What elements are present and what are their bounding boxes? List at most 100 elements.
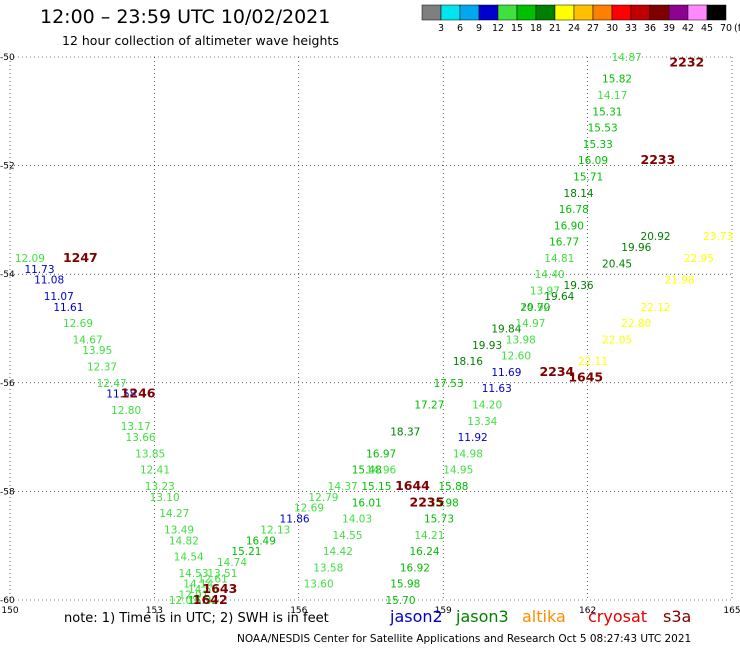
footer-credit: NOAA/NESDIS Center for Satellite Applica… bbox=[237, 633, 692, 645]
wave-height-value: 15.15 bbox=[361, 481, 391, 493]
colorbar-label: 42 bbox=[682, 23, 694, 34]
wave-height-value: 11.92 bbox=[458, 432, 488, 444]
wave-height-value: 15.33 bbox=[583, 139, 613, 151]
wave-height-value: 22.12 bbox=[641, 302, 671, 314]
colorbar-label: 39 bbox=[663, 23, 675, 34]
wave-height-value: 14.95 bbox=[443, 465, 473, 477]
colorbar-label: 6 bbox=[457, 23, 463, 34]
wave-height-value: 13.97 bbox=[530, 285, 560, 297]
wave-height-value: 11.63 bbox=[482, 383, 512, 395]
wave-height-value: 14.17 bbox=[597, 90, 627, 102]
colorbar-swatch bbox=[668, 4, 689, 21]
colorbar-label: 18 bbox=[530, 23, 542, 34]
wave-height-value: 21.98 bbox=[665, 275, 695, 287]
colorbar-label: 30 bbox=[606, 23, 618, 34]
footer-note: note: 1) Time is in UTC; 2) SWH is in fe… bbox=[64, 611, 329, 626]
wave-height-value: 20.45 bbox=[602, 258, 632, 270]
wave-height-value: 11.07 bbox=[44, 291, 74, 303]
colorbar-unit: (ft) bbox=[734, 23, 740, 34]
wave-height-value: 14.40 bbox=[535, 269, 565, 281]
wave-height-value: 18.16 bbox=[453, 356, 483, 368]
colorbar-swatch bbox=[516, 4, 537, 21]
wave-height-value: 17.27 bbox=[414, 400, 444, 412]
wave-height-value: 13.60 bbox=[304, 579, 334, 591]
x-tick-label: 165 bbox=[723, 606, 740, 616]
satellite-legend-s3a: s3a bbox=[663, 607, 692, 626]
pass-time-label: 1645 bbox=[568, 369, 603, 384]
pass-time-label: 1644 bbox=[395, 478, 430, 493]
wave-height-value: 14.50 bbox=[188, 584, 218, 596]
wave-height-value: 15.98 bbox=[429, 497, 459, 509]
wave-height-value: 14.81 bbox=[544, 253, 574, 265]
colorbar-swatch bbox=[706, 4, 727, 21]
colorbar-label: 9 bbox=[476, 23, 482, 34]
colorbar-label: 33 bbox=[625, 23, 637, 34]
wave-height-value: 13.17 bbox=[121, 421, 151, 433]
pass-time-label: 1642 bbox=[193, 592, 228, 607]
wave-height-value: 22.05 bbox=[602, 334, 632, 346]
x-tick-label: 162 bbox=[579, 606, 596, 616]
wave-height-value: 14.97 bbox=[515, 318, 545, 330]
wave-height-value: 13.95 bbox=[82, 345, 112, 357]
colorbar-label: 45 bbox=[701, 23, 713, 34]
colorbar-swatch bbox=[421, 4, 442, 21]
wave-height-value: 22.95 bbox=[684, 253, 714, 265]
wave-height-value: 14.37 bbox=[328, 481, 358, 493]
wave-height-value: 16.97 bbox=[366, 448, 396, 460]
pass-time-label: 1643 bbox=[203, 581, 238, 596]
wave-height-value: 14.92 bbox=[520, 302, 550, 314]
wave-height-value: 14.20 bbox=[472, 400, 502, 412]
wave-height-value: 13.51 bbox=[207, 568, 237, 580]
wave-height-value: 14.87 bbox=[612, 52, 642, 64]
wave-height-value: 23.73 bbox=[703, 231, 733, 243]
satellite-legend-jason3: jason3 bbox=[456, 607, 509, 626]
pass-time-label: 1247 bbox=[63, 250, 98, 265]
wave-height-value: 14.82 bbox=[169, 535, 199, 547]
wave-height-value: 22.11 bbox=[578, 356, 608, 368]
wave-height-value: 18.37 bbox=[390, 427, 420, 439]
colorbar-label: 15 bbox=[511, 23, 523, 34]
colorbar-swatch bbox=[459, 4, 480, 21]
wave-height-value: 16.01 bbox=[352, 497, 382, 509]
wave-height-value: 13.34 bbox=[467, 416, 497, 428]
wave-height-value: 14.96 bbox=[366, 465, 396, 477]
wave-height-value: 15.53 bbox=[588, 123, 618, 135]
wave-height-value: 19.96 bbox=[621, 242, 651, 254]
wave-height-value: 14.98 bbox=[453, 448, 483, 460]
wave-height-value: 13.49 bbox=[164, 524, 194, 536]
wave-height-value: 11.69 bbox=[491, 367, 521, 379]
wave-height-value: 16.24 bbox=[410, 546, 440, 558]
wave-height-value: 13.23 bbox=[145, 481, 175, 493]
wave-height-value: 19.93 bbox=[472, 340, 502, 352]
wave-height-value: 13.10 bbox=[150, 492, 180, 504]
wave-height-value: 15.73 bbox=[424, 514, 454, 526]
wave-height-value: 15.48 bbox=[352, 465, 382, 477]
wave-height-value: 16.92 bbox=[400, 562, 430, 574]
wave-height-value: 11.73 bbox=[24, 264, 54, 276]
wave-height-value: 19.64 bbox=[544, 291, 574, 303]
wave-height-value: 12.79 bbox=[308, 492, 338, 504]
pass-time-label: 2234 bbox=[539, 364, 574, 379]
satellite-legend-cryosat: cryosat bbox=[588, 607, 648, 626]
colorbar-swatch bbox=[592, 4, 613, 21]
wave-height-value: 11.58 bbox=[106, 389, 136, 401]
pass-time-label: 2232 bbox=[669, 54, 704, 69]
wave-height-value: 12.37 bbox=[87, 362, 117, 374]
wave-height-value: 11.08 bbox=[34, 275, 64, 287]
wave-height-value: 13.85 bbox=[135, 448, 165, 460]
wave-height-value: 14.74 bbox=[217, 557, 247, 569]
wave-height-value: 14.53 bbox=[178, 568, 208, 580]
colorbar-label: 21 bbox=[549, 23, 561, 34]
wave-height-value: 16.90 bbox=[554, 220, 584, 232]
wave-height-value: 22.80 bbox=[621, 318, 651, 330]
colorbar-label: 3 bbox=[438, 23, 444, 34]
wave-height-value: 15.31 bbox=[592, 106, 622, 118]
wave-height-value: 12.91 bbox=[178, 590, 208, 602]
colorbar-swatch bbox=[497, 4, 518, 21]
wave-height-value: 15.82 bbox=[602, 74, 632, 86]
colorbar-swatch bbox=[687, 4, 708, 21]
y-tick-label: -56 bbox=[0, 379, 15, 389]
wave-height-value: 14.55 bbox=[332, 530, 362, 542]
wave-height-value: 14.14 bbox=[183, 579, 213, 591]
